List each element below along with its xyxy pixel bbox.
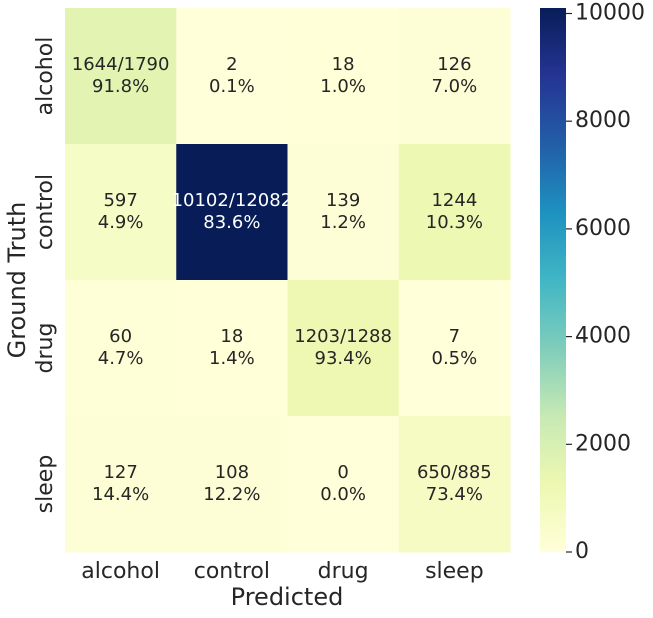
x-axis-label: Predicted [231,583,344,611]
colorbar-tick-label: 4000 [575,324,631,349]
cell-value-label: 60 [109,326,132,347]
colorbar-tick-label: 0 [575,539,589,564]
heatmap-cell [65,144,177,281]
heatmap-cell [65,280,177,417]
cell-value-label: 7 [449,326,460,347]
x-tick-label: drug [318,559,369,584]
cell-value-label: 1244 [431,190,477,211]
x-tick-label: control [194,559,270,584]
heatmap-cell [398,416,511,553]
cell-percent-label: 73.4% [426,484,483,505]
heatmap-cell [176,8,288,145]
cell-value-label: 108 [215,462,249,483]
x-tick-label: sleep [425,559,484,584]
heatmap-cell [176,280,288,417]
heatmap-cell [287,8,400,145]
cell-percent-label: 1.0% [320,76,366,97]
cell-value-label: 2 [226,54,237,75]
y-tick-label: drug [33,323,58,374]
y-axis-label: Ground Truth [3,202,31,359]
colorbar-tick-label: 8000 [575,108,631,133]
cell-percent-label: 91.8% [92,76,149,97]
y-tick-label: control [33,174,58,250]
heatmap-cell [287,416,400,553]
y-tick-label: sleep [33,455,58,514]
cell-percent-label: 83.6% [203,212,260,233]
cell-percent-label: 1.2% [320,212,366,233]
cell-percent-label: 1.4% [209,348,255,369]
heatmap-cell [287,144,400,281]
heatmap-cell [65,8,177,145]
colorbar [540,8,566,552]
heatmap-cell [398,280,511,417]
cell-percent-label: 10.3% [426,212,483,233]
cell-percent-label: 0.1% [209,76,255,97]
cell-percent-label: 4.9% [98,212,144,233]
cell-percent-label: 0.0% [320,484,366,505]
cell-percent-label: 7.0% [432,76,478,97]
cell-value-label: 597 [103,190,137,211]
heatmap-cell [398,8,511,145]
cell-value-label: 127 [103,462,137,483]
cell-percent-label: 14.4% [92,484,149,505]
cell-value-label: 18 [332,54,355,75]
y-tick-label: alcohol [33,37,58,116]
colorbar-tick-label: 6000 [575,216,631,241]
heatmap-cell [65,416,177,553]
cell-value-label: 126 [437,54,471,75]
heatmap-cell [176,416,288,553]
cell-percent-label: 12.2% [203,484,260,505]
cell-value-label: 650/885 [417,462,492,483]
heatmap-cell [176,144,288,281]
cell-percent-label: 93.4% [315,348,372,369]
cell-value-label: 10102/12082 [172,190,293,211]
heatmap-cell [398,144,511,281]
heatmap-cell [287,280,400,417]
cell-value-label: 0 [337,462,348,483]
cell-value-label: 1203/1288 [294,326,392,347]
cell-percent-label: 4.7% [98,348,144,369]
cell-percent-label: 0.5% [432,348,478,369]
cell-value-label: 18 [220,326,243,347]
cell-value-label: 139 [326,190,360,211]
x-tick-label: alcohol [81,559,160,584]
colorbar-tick-label: 10000 [575,0,645,25]
cell-value-label: 1644/1790 [72,54,170,75]
colorbar-tick-label: 2000 [575,431,631,456]
